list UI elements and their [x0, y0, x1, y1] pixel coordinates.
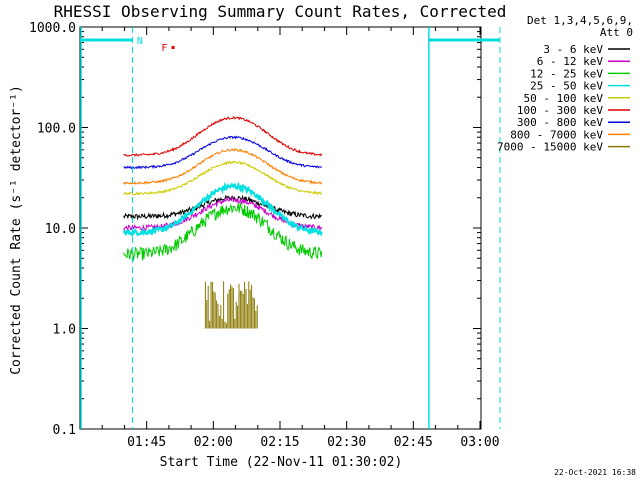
- series-line: [123, 116, 323, 157]
- legend-entry-label: 800 - 7000 keV: [510, 128, 603, 141]
- x-tick-label: 01:45: [127, 435, 166, 450]
- series-line: [123, 194, 322, 221]
- series-line: [123, 160, 322, 196]
- overlays: NF: [80, 27, 501, 429]
- legend-entry-label: 25 - 50 keV: [530, 80, 603, 93]
- flare-marker-dot: [171, 46, 175, 49]
- y-tick-label: 0.1: [53, 423, 76, 438]
- y-tick-label: 10.0: [45, 222, 76, 237]
- legend-entry-label: 3 - 6 keV: [543, 43, 603, 56]
- x-tick-label: 02:15: [260, 435, 299, 450]
- date-stamp: 22-Oct-2021 16:38: [554, 468, 636, 477]
- series-group: [122, 116, 323, 329]
- series-line: [123, 202, 323, 261]
- series-line: [122, 181, 323, 238]
- series-line: [123, 135, 322, 170]
- legend-entry-label: 12 - 25 keV: [530, 67, 603, 80]
- chart-title: RHESSI Observing Summary Count Rates, Co…: [54, 2, 507, 21]
- x-axis-label: Start Time (22-Nov-11 01:30:02): [160, 455, 403, 470]
- x-tick-label: 02:30: [327, 435, 366, 450]
- y-tick-label: 1000.0: [29, 21, 76, 36]
- axes: 0.1 1.0 10.0 100.0 1000.0 01:45 02:00 02:15 02:3…: [29, 21, 500, 450]
- legend-entry-label: 100 - 300 keV: [517, 104, 603, 117]
- flare-marker: F: [161, 43, 167, 54]
- x-tick-label: 02:45: [394, 435, 433, 450]
- y-tick-label: 1.0: [53, 323, 76, 338]
- x-tick-label: 02:00: [194, 435, 233, 450]
- legend-title-line-2: Att 0: [600, 26, 633, 39]
- legend-entry-label: 300 - 800 keV: [517, 116, 603, 129]
- y-tick-label: 100.0: [37, 122, 76, 137]
- legend-entry-label: 50 - 100 keV: [524, 92, 604, 105]
- night-marker: N: [137, 36, 143, 47]
- y-axis-label: Corrected Count Rate (s⁻¹ detector⁻¹): [9, 85, 24, 375]
- legend-entry-label: 6 - 12 keV: [537, 55, 604, 68]
- series-line: [123, 147, 323, 186]
- legend-entry-label: 7000 - 15000 keV: [497, 141, 603, 154]
- x-tick-label: 03:00: [460, 435, 499, 450]
- legend-title-line-1: Det 1,3,4,5,6,9,: [527, 14, 633, 27]
